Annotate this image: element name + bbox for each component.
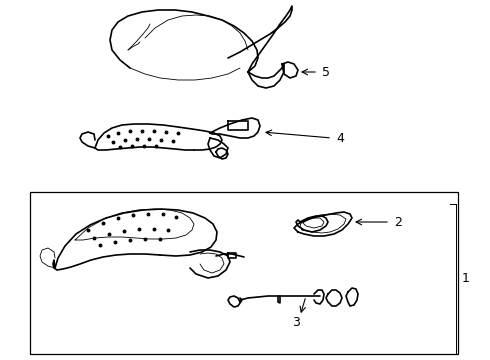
Bar [30, 192, 458, 354]
Text: 2: 2 [394, 216, 402, 229]
Text: 3: 3 [292, 315, 300, 328]
Text: 5: 5 [322, 66, 330, 78]
Text: 1: 1 [462, 271, 470, 284]
Text: 4: 4 [336, 131, 344, 144]
